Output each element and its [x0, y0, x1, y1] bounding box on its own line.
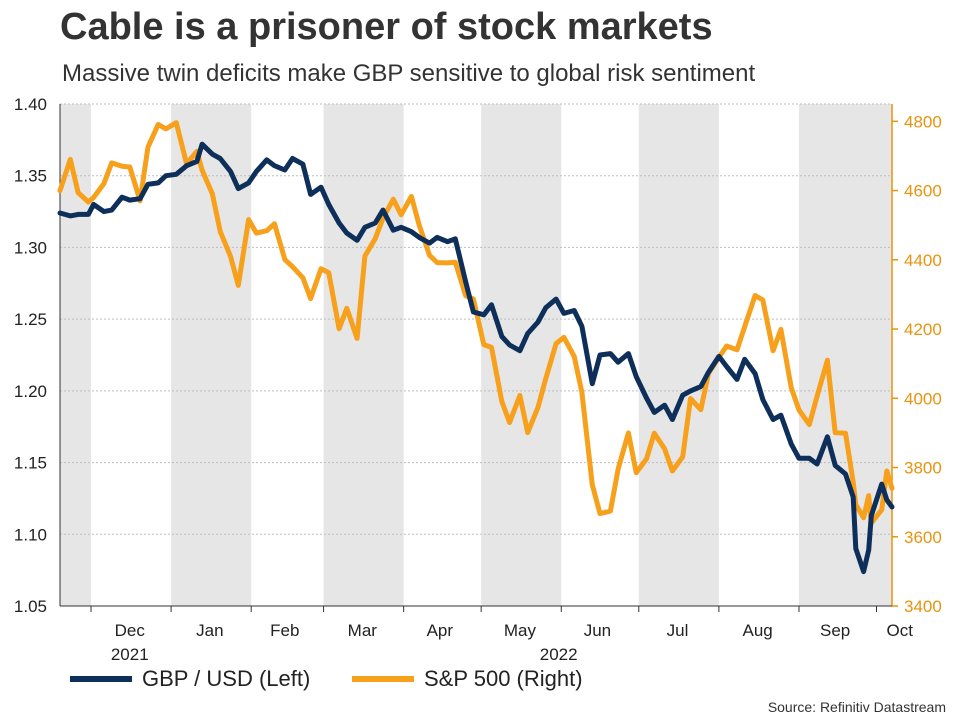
left-tick-label: 1.25 — [14, 310, 47, 329]
month-band — [638, 104, 719, 606]
legend-label-gbp: GBP / USD (Left) — [142, 666, 311, 691]
right-tick-label: 3600 — [904, 528, 942, 547]
x-year-label: 2021 — [111, 645, 149, 664]
series-line-gbp-usd — [57, 141, 895, 575]
x-axis: Dec Jan Feb Mar Apr May Jun Jul Aug Sep Oct 2021 202… — [60, 605, 914, 664]
x-tick-label: Apr — [427, 621, 454, 640]
left-tick-label: 1.35 — [14, 167, 47, 186]
source-note: Source: Refinitiv Datastream — [767, 699, 946, 715]
left-tick-label: 1.10 — [14, 525, 47, 544]
right-tick-label: 4200 — [904, 320, 942, 339]
right-axis: 3400 3600 3800 4000 4200 4400 4600 4800 — [891, 104, 942, 616]
right-tick-label: 4000 — [904, 389, 942, 408]
legend-label-spx: S&P 500 (Right) — [424, 666, 583, 691]
x-tick-label: Dec — [115, 621, 146, 640]
right-tick-label: 4800 — [904, 112, 942, 131]
left-tick-label: 1.15 — [14, 454, 47, 473]
x-tick-label: Aug — [743, 621, 773, 640]
x-tick-label: Sep — [820, 621, 850, 640]
right-tick-label: 4400 — [904, 251, 942, 270]
month-bands — [60, 104, 892, 606]
gridlines — [60, 103, 892, 535]
series-lines — [57, 120, 895, 575]
month-band — [323, 104, 404, 606]
chart-title: Cable is a prisoner of stock markets — [60, 6, 713, 48]
month-band — [798, 104, 892, 606]
x-tick-label: Oct — [887, 621, 914, 640]
right-tick-label: 3800 — [904, 459, 942, 478]
right-tick-label: 3400 — [904, 597, 942, 616]
x-tick-label: May — [504, 621, 537, 640]
left-axis: 1.05 1.10 1.15 1.20 1.25 1.30 1.35 1.40 — [14, 95, 61, 616]
left-tick-label: 1.40 — [14, 95, 47, 114]
series-line-sp500 — [57, 120, 895, 526]
legend-item-gbp: GBP / USD (Left) — [70, 666, 310, 692]
left-tick-label: 1.05 — [14, 597, 47, 616]
x-tick-label: Feb — [270, 621, 299, 640]
legend-swatch-spx — [352, 676, 414, 682]
chart-subtitle: Massive twin deficits make GBP sensitive… — [62, 60, 756, 87]
x-tick-label: Jul — [667, 621, 689, 640]
legend-swatch-gbp — [70, 676, 132, 682]
x-tick-label: Jun — [584, 621, 611, 640]
right-tick-label: 4600 — [904, 182, 942, 201]
left-tick-label: 1.20 — [14, 382, 47, 401]
left-tick-label: 1.30 — [14, 238, 47, 257]
month-band — [171, 104, 252, 606]
x-tick-label: Mar — [348, 621, 378, 640]
x-tick-label: Jan — [196, 621, 223, 640]
legend-item-spx: S&P 500 (Right) — [352, 666, 583, 692]
x-year-label: 2022 — [540, 645, 578, 664]
